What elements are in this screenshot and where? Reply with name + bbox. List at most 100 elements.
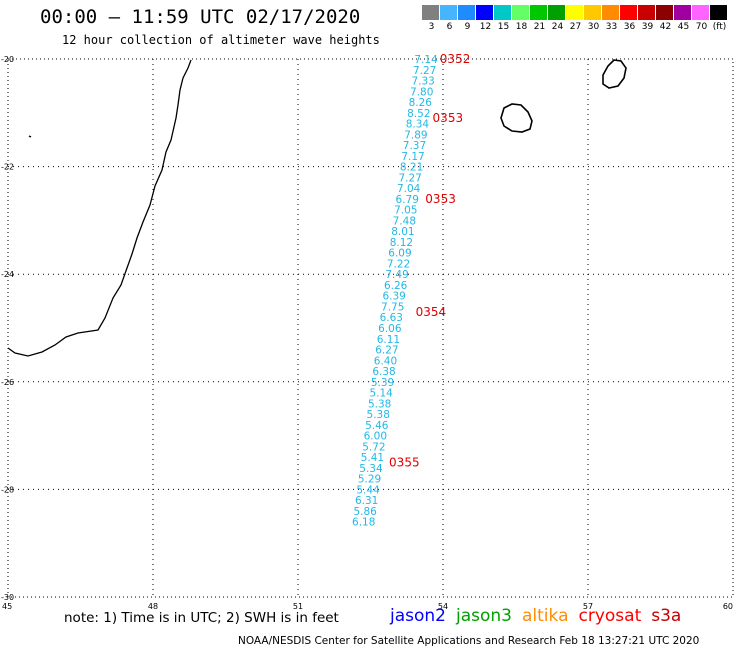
legend-jason2: jason2	[390, 606, 446, 626]
swh-value-label: 8.21	[400, 162, 423, 174]
swh-value-label: 7.48	[393, 215, 416, 227]
swh-value-label: 6.00	[364, 431, 387, 443]
swh-value-label: 6.18	[352, 517, 375, 529]
units-note: note: 1) Time is in UTC; 2) SWH is in fe…	[64, 610, 339, 626]
latitude-tick-label: -22	[1, 163, 14, 172]
map-subtitle: 12 hour collection of altimeter wave hei…	[62, 33, 380, 47]
swh-value-label: 6.38	[372, 366, 395, 378]
pass-times: 0352 0353 0353 0354 0355	[389, 52, 470, 470]
swh-value-label: 5.38	[367, 409, 390, 421]
swh-value-label: 5.34	[359, 463, 383, 475]
swh-value-label: 5.39	[371, 377, 394, 389]
map-frame	[7, 58, 734, 598]
coastlines	[7, 59, 627, 357]
madagascar-coastline	[7, 59, 192, 357]
latitude-tick-label: -28	[1, 485, 14, 494]
color-scale-label: (ft)	[712, 22, 727, 32]
color-swatch	[440, 5, 457, 20]
color-swatch	[422, 5, 439, 20]
swh-value-label: 6.27	[375, 345, 398, 357]
color-swatch	[512, 5, 529, 20]
swh-value-label: 7.05	[394, 205, 417, 217]
swh-value-label: 5.86	[353, 506, 377, 518]
swh-value-label: 5.44	[356, 484, 380, 496]
color-scale-label: 70	[695, 22, 708, 32]
swh-value-label: 6.79	[396, 194, 419, 206]
latitude-tick-label: -20	[1, 55, 14, 64]
swh-value-label: 8.01	[391, 226, 414, 238]
color-swatch	[656, 5, 673, 20]
islet	[28, 135, 32, 138]
swh-value-label: 8.52	[407, 108, 430, 120]
pass-time-label: 0353	[433, 111, 464, 125]
color-swatch	[566, 5, 583, 20]
swh-value-label: 8.34	[406, 119, 430, 131]
legend-jason3: jason3	[456, 606, 512, 626]
latitude-tick-label: -24	[1, 270, 14, 279]
color-scale-label: 42	[659, 22, 672, 32]
color-scale-label: 27	[569, 22, 582, 32]
axis-ticks: 45 48 51 54 57 60 -20 -22 -24 -26 -28 -30	[1, 55, 733, 611]
color-swatch	[638, 5, 655, 20]
latitude-tick-label: -30	[1, 593, 14, 602]
pass-time-label: 0355	[389, 456, 420, 470]
swh-value-label: 6.06	[378, 323, 402, 335]
credit-line: NOAA/NESDIS Center for Satellite Applica…	[238, 635, 700, 647]
color-swatch	[692, 5, 709, 20]
swh-value-label: 7.27	[398, 172, 421, 184]
color-swatch	[494, 5, 511, 20]
color-scale-label: 6	[446, 22, 453, 32]
longitude-tick-label: 48	[148, 602, 158, 611]
pass-time-label: 0352	[440, 52, 471, 66]
legend-s3a: s3a	[651, 606, 682, 626]
swh-value-label: 6.39	[382, 291, 405, 303]
swh-value-label: 6.63	[380, 312, 403, 324]
mauritius-island	[602, 59, 627, 89]
longitude-tick-label: 57	[583, 602, 593, 611]
swh-value-label: 7.27	[413, 65, 436, 77]
swh-value-label: 6.11	[377, 334, 400, 346]
color-swatch	[602, 5, 619, 20]
color-scale-label: 15	[497, 22, 510, 32]
color-swatch	[674, 5, 691, 20]
swh-value-label: 8.12	[390, 237, 413, 249]
color-scale-label: 33	[605, 22, 618, 32]
swh-value-label: 7.75	[381, 301, 404, 313]
color-scale-label: 30	[587, 22, 600, 32]
color-scale-label: 45	[677, 22, 690, 32]
swh-value-label: 8.26	[409, 97, 433, 109]
swh-value-label: 5.14	[369, 388, 393, 400]
pass-time-label: 0353	[425, 192, 456, 206]
color-scale-label: 3	[428, 22, 435, 32]
pass-time-label: 0354	[416, 305, 447, 319]
color-swatch	[710, 5, 727, 20]
swh-value-label: 5.38	[368, 398, 391, 410]
color-swatch	[548, 5, 565, 20]
swh-value-label: 5.46	[365, 420, 389, 432]
swh-value-label: 7.49	[385, 269, 408, 281]
satellite-legend: jason2 jason3 altika cryosat s3a	[390, 606, 691, 626]
reunion-island	[500, 103, 533, 133]
longitude-tick-label: 51	[293, 602, 303, 611]
legend-altika: altika	[522, 606, 569, 626]
color-scale-label: 9	[464, 22, 471, 32]
color-scale-label: 21	[533, 22, 546, 32]
swh-value-label: 7.14	[414, 54, 438, 66]
color-swatch	[530, 5, 547, 20]
longitude-tick-label: 45	[2, 602, 12, 611]
legend-cryosat: cryosat	[578, 606, 642, 626]
swh-value-label: 7.80	[410, 86, 433, 98]
longitude-tick-label: 60	[723, 602, 733, 611]
longitude-tick-label: 54	[438, 602, 448, 611]
color-swatch	[620, 5, 637, 20]
color-scale-label: 18	[515, 22, 528, 32]
swh-value-label: 7.04	[397, 183, 421, 195]
swh-value-label: 6.26	[384, 280, 408, 292]
swh-value-label: 7.89	[404, 129, 427, 141]
swh-value-label: 6.09	[388, 248, 411, 260]
color-swatch	[458, 5, 475, 20]
swh-value-label: 7.17	[401, 151, 424, 163]
color-scale-label: 24	[551, 22, 564, 32]
swh-value-label: 5.72	[362, 441, 385, 453]
